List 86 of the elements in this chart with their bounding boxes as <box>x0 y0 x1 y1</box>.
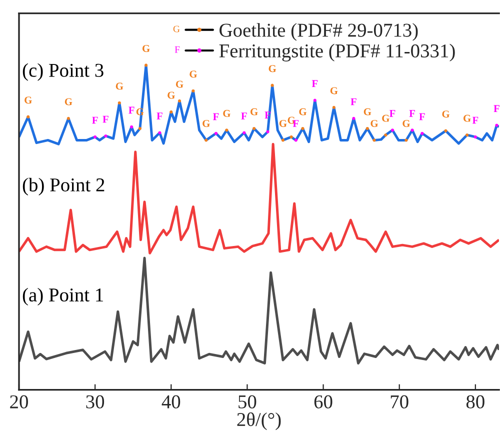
annotation: G <box>364 108 372 116</box>
point <box>138 126 142 130</box>
annotation: G <box>202 120 210 127</box>
annotation: G <box>330 87 338 94</box>
annotation: G <box>116 82 124 90</box>
x-tick-label: 40 <box>162 395 180 408</box>
point <box>390 128 394 132</box>
legend-label: Ferritungstite (PDF# 11-0331) <box>219 44 455 62</box>
point <box>366 126 369 130</box>
annotation: G <box>464 114 471 122</box>
annotation: F <box>419 113 425 120</box>
point <box>252 126 256 130</box>
legend-label: Goethite (PDF# 29-0713) <box>220 23 418 41</box>
annotation: G <box>442 110 450 118</box>
point <box>420 132 424 135</box>
point <box>466 133 469 137</box>
annotation: G <box>382 114 390 122</box>
point <box>474 135 477 139</box>
point <box>372 138 376 142</box>
annotation: G <box>268 65 276 72</box>
point <box>332 106 336 109</box>
point <box>214 132 218 135</box>
annotation: F <box>241 112 247 120</box>
x-tick-label: 60 <box>314 395 332 408</box>
point <box>178 99 182 102</box>
annotation: F <box>292 120 299 127</box>
point <box>104 134 108 138</box>
point <box>242 131 246 134</box>
annotation: F <box>92 116 98 124</box>
annotation: G <box>142 45 150 52</box>
point <box>270 84 274 87</box>
point <box>444 129 448 132</box>
point <box>301 126 304 130</box>
annotation: G <box>176 80 184 88</box>
x-tick-label: 20 <box>10 395 28 408</box>
annotation: G <box>299 108 307 116</box>
x-axis-title: 2θ/(°) <box>237 412 281 430</box>
x-tick-label: 80 <box>466 395 484 408</box>
point <box>290 135 293 139</box>
annotation: G <box>279 120 287 127</box>
point <box>130 125 134 128</box>
annotation: F <box>472 116 478 124</box>
point <box>144 64 148 67</box>
annotation: G <box>250 108 258 116</box>
annotation: F <box>494 105 500 112</box>
annotation: F <box>156 112 162 120</box>
point <box>118 101 121 104</box>
point <box>404 138 408 142</box>
point <box>66 116 70 120</box>
point <box>94 135 97 139</box>
point <box>192 89 195 92</box>
annotation: G <box>402 120 410 127</box>
annotation: F <box>409 110 415 117</box>
series-label: (b) Point 2 <box>22 178 104 196</box>
point <box>266 130 270 134</box>
annotation: G <box>64 98 72 106</box>
series-label: (c) Point 3 <box>22 63 104 81</box>
x-tick-label: 30 <box>86 395 104 408</box>
annotation: G <box>190 70 197 78</box>
point <box>170 110 173 114</box>
point <box>384 133 388 137</box>
x-tick-label: 50 <box>238 395 256 408</box>
point <box>26 115 30 118</box>
annotation: F <box>102 116 108 123</box>
point <box>495 124 498 127</box>
annotation: F <box>213 113 219 120</box>
point <box>313 98 316 102</box>
x-tick-label: 70 <box>390 395 408 408</box>
point <box>225 128 228 132</box>
series-label: (a) Point 1 <box>22 288 103 306</box>
annotation: G <box>168 92 175 99</box>
annotation: F <box>312 80 318 87</box>
point <box>410 128 414 132</box>
point <box>204 138 208 142</box>
text: G <box>173 26 180 32</box>
point <box>352 116 356 120</box>
point <box>281 138 285 142</box>
annotation: F <box>128 106 134 114</box>
annotation: F <box>350 98 356 106</box>
annotation: F <box>390 110 396 117</box>
point <box>294 138 298 142</box>
text: F <box>174 46 180 53</box>
annotation: G <box>24 96 32 104</box>
annotation: G <box>223 110 230 117</box>
annotation: G <box>370 120 378 127</box>
point <box>158 131 162 134</box>
